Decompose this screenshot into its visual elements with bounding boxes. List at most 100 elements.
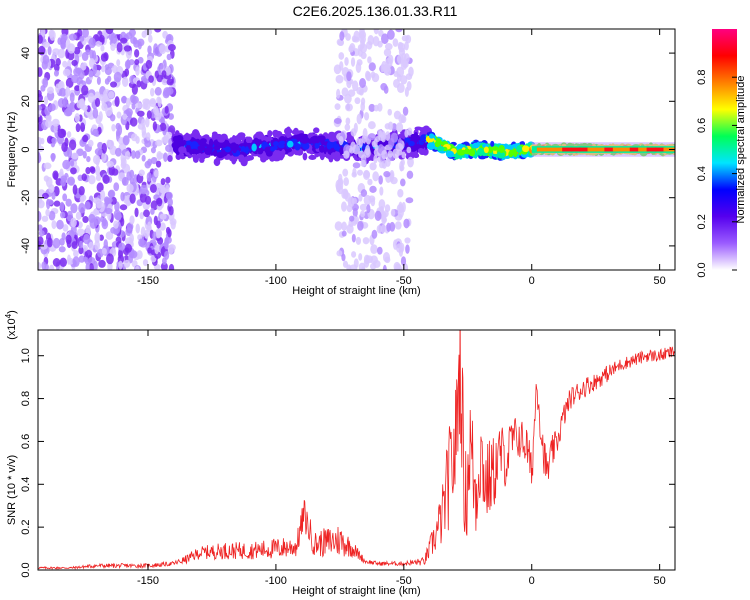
heatmap-cell [116, 111, 122, 119]
heatmap-cell [48, 264, 55, 270]
heatmap-cell [167, 197, 173, 207]
heatmap-cell [490, 140, 495, 147]
heatmap-cell [329, 137, 336, 143]
heatmap-cell [137, 123, 145, 130]
heatmap-cell [156, 96, 162, 104]
heatmap-cell [382, 216, 387, 224]
heatmap-cell [117, 124, 123, 136]
heatmap-cell [123, 259, 131, 268]
heatmap-cell [110, 33, 118, 45]
heatmap-cell [125, 97, 131, 109]
heatmap-cell [326, 141, 332, 150]
heatmap-cell [63, 108, 72, 117]
heatmap-cell [61, 142, 68, 153]
heatmap-cell [366, 40, 373, 50]
heatmap-cell [82, 134, 89, 143]
heatmap-cell [347, 196, 355, 208]
heatmap-cell [349, 264, 358, 270]
heatmap-cell [663, 147, 674, 152]
heatmap-cell [107, 190, 115, 198]
heatmap-cell [406, 170, 414, 179]
heatmap-cell [125, 199, 131, 207]
heatmap-cell [98, 259, 106, 268]
heatmap-cell [152, 47, 160, 56]
heatmap-cell [367, 56, 372, 64]
heatmap-cell [243, 156, 252, 162]
heatmap-cell [334, 221, 343, 231]
heatmap-cell [75, 211, 82, 220]
heatmap-cell [58, 246, 66, 253]
heatmap-cell [124, 59, 131, 69]
heatmap-cell [92, 107, 99, 119]
heatmap-cell [147, 158, 153, 166]
heatmap-cell [426, 142, 436, 150]
heatmap-cell [143, 209, 150, 218]
heatmap-cell [44, 106, 51, 116]
heatmap-cell [257, 147, 264, 155]
heatmap-cell [352, 144, 361, 155]
heatmap-cell [161, 70, 167, 78]
heatmap-cell [464, 153, 470, 159]
heatmap-cell [72, 184, 78, 196]
heatmap-cell [114, 96, 120, 108]
heatmap-cell [83, 233, 91, 245]
heatmap-cell [42, 77, 49, 88]
heatmap-cell [167, 43, 176, 51]
heatmap-cell [337, 180, 344, 190]
heatmap-cell [436, 146, 445, 152]
spectral-blobs [38, 29, 675, 270]
snr-data-points [37, 351, 675, 569]
heatmap-cell [65, 234, 72, 245]
heatmap-cell [46, 199, 54, 206]
heatmap-cell [163, 152, 168, 163]
x-axis-label: Height of straight line (km) [292, 585, 420, 597]
heatmap-cell [373, 29, 379, 35]
heatmap-cell [130, 250, 138, 259]
heatmap-cell [343, 189, 349, 199]
heatmap-cell [483, 146, 489, 154]
heatmap-cell [42, 54, 50, 65]
heatmap-cell [137, 41, 142, 50]
heatmap-cell [396, 122, 404, 133]
heatmap-cell [155, 139, 163, 147]
heatmap-cell [279, 140, 286, 145]
y-tick-label: 20 [20, 95, 32, 107]
heatmap-cell [145, 59, 153, 69]
heatmap-cell [428, 133, 435, 139]
heatmap-cell [562, 147, 573, 152]
y-scale-label: (x104) [4, 310, 18, 340]
heatmap-cell [385, 131, 391, 141]
y-scale-close: ) [6, 310, 18, 314]
heatmap-cell [100, 53, 108, 62]
heatmap-cell [45, 208, 50, 217]
heatmap-cell [334, 103, 341, 110]
heatmap-cell [129, 215, 135, 225]
heatmap-cell [84, 201, 91, 210]
heatmap-cell [345, 33, 351, 41]
heatmap-cell [45, 119, 53, 128]
heatmap-cell [496, 150, 505, 159]
heatmap-cell [59, 168, 64, 178]
heatmap-cell [88, 37, 96, 49]
y-tick-label: 0.2 [20, 519, 32, 534]
heatmap-cell [351, 251, 357, 258]
x-tick-label: 50 [654, 575, 666, 587]
heatmap-cell [78, 202, 86, 214]
heatmap-cell [292, 138, 298, 147]
heatmap-cell [245, 136, 253, 144]
heatmap-cell [134, 207, 139, 218]
heatmap-cell [101, 103, 108, 112]
heatmap-cell [78, 255, 85, 263]
heatmap-cell [61, 232, 66, 241]
heatmap-cell [349, 215, 355, 222]
heatmap-cell [154, 244, 159, 255]
heatmap-cell [369, 263, 377, 270]
heatmap-cell [71, 59, 78, 67]
heatmap-cell [94, 147, 103, 156]
heatmap-cell [45, 114, 52, 122]
heatmap-cell [360, 159, 367, 168]
heatmap-cell [129, 176, 134, 186]
heatmap-cell [621, 147, 632, 152]
heatmap-cell [134, 48, 140, 58]
heatmap-cell [337, 39, 344, 47]
